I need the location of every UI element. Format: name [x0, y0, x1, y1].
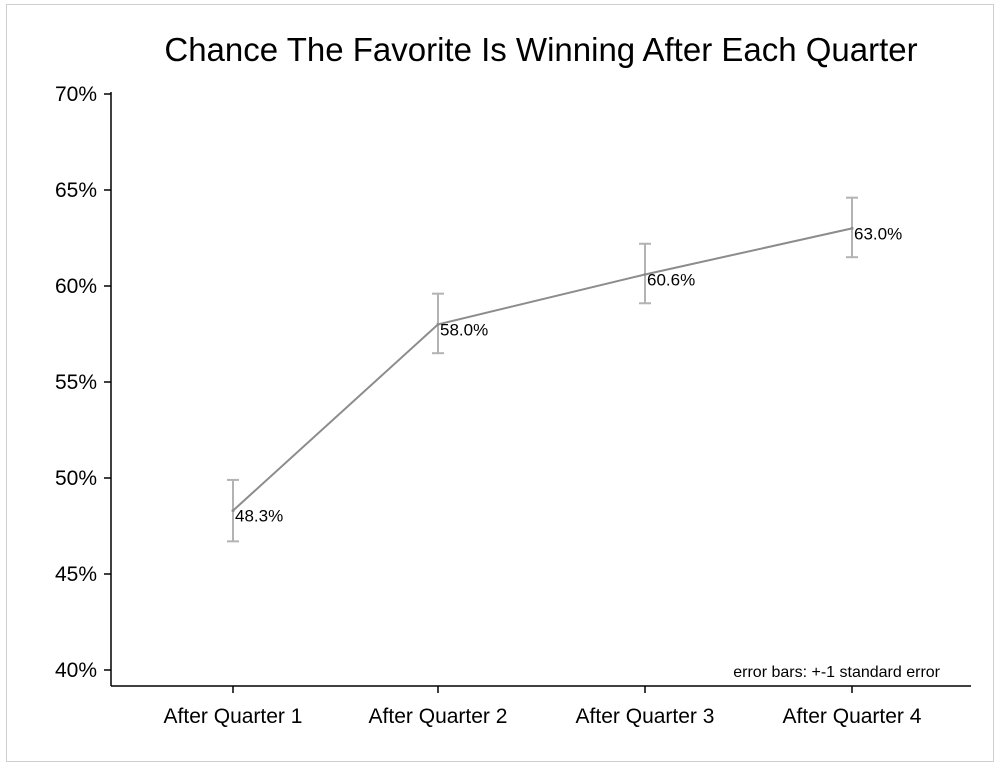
error-bar-note: error bars: +-1 standard error: [733, 664, 940, 681]
data-point: [231, 509, 235, 513]
series-line: [232, 227, 853, 512]
y-tick-label: 50%: [55, 467, 97, 490]
x-tick-label: After Quarter 1: [164, 705, 303, 728]
y-tick-label: 45%: [55, 563, 97, 586]
chart-frame: [6, 4, 994, 762]
data-point: [643, 272, 647, 276]
y-tick-label: 65%: [55, 179, 97, 202]
y-tick-label: 55%: [55, 371, 97, 394]
marks: 48.3% 58.0% 60.6% 63.0%: [227, 196, 902, 543]
data-point: [850, 226, 854, 230]
x-tick-label: After Quarter 4: [783, 705, 922, 728]
data-label: 48.3%: [235, 507, 283, 526]
data-label: 63.0%: [854, 224, 902, 243]
data-label: 60.6%: [647, 270, 695, 289]
y-tick-label: 60%: [55, 275, 97, 298]
data-point: [436, 322, 440, 326]
chart-title: Chance The Favorite Is Winning After Eac…: [164, 31, 917, 68]
x-tick-label: After Quarter 3: [576, 705, 715, 728]
axes: 40% 45% 50% 55% 60% 65% 70% After Quarter 1 Afte…: [55, 83, 971, 728]
x-tick-label: After Quarter 2: [369, 705, 508, 728]
y-tick-label: 70%: [55, 83, 97, 106]
y-tick-label: 40%: [55, 659, 97, 682]
data-label: 58.0%: [440, 320, 488, 339]
